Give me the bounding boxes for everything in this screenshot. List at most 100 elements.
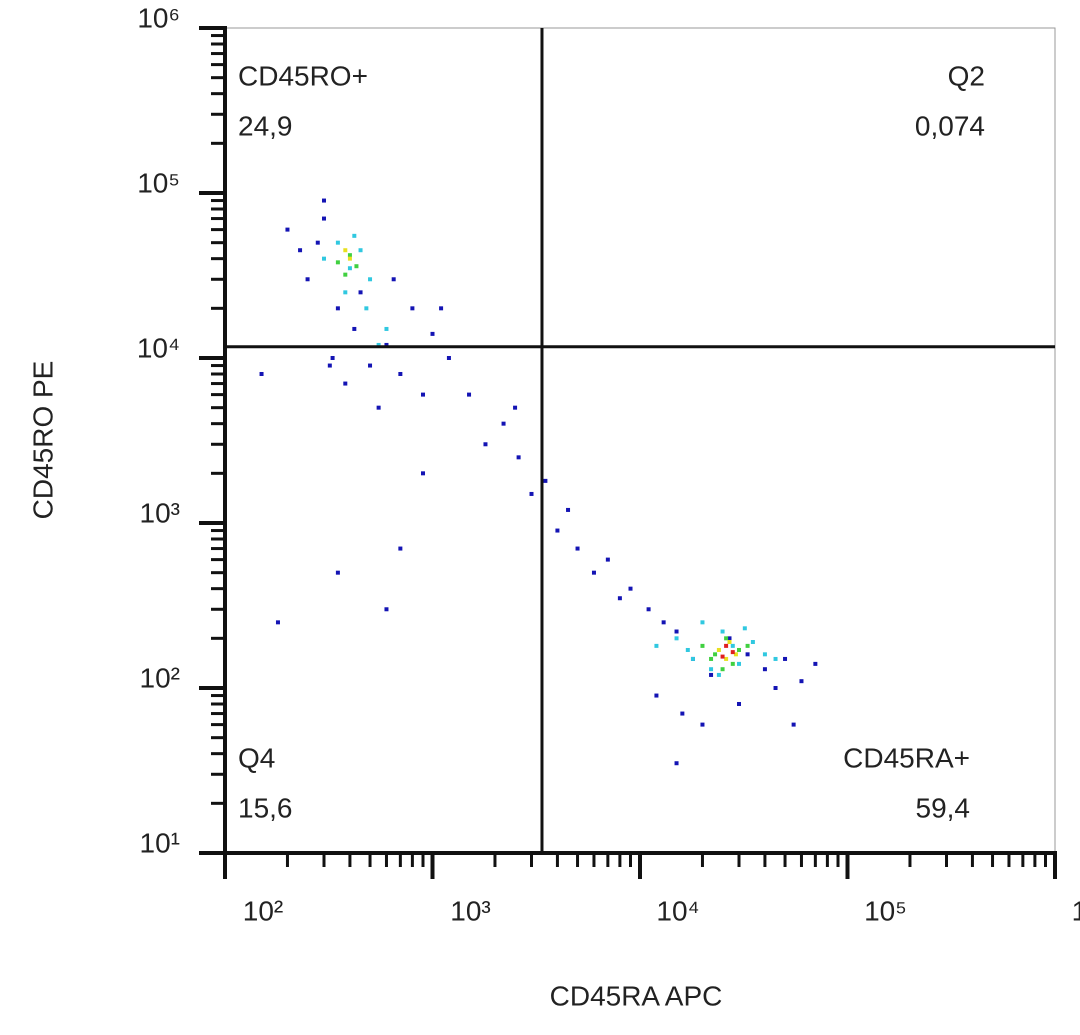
point (543, 478, 548, 483)
point (661, 620, 666, 625)
point (742, 626, 747, 631)
point (376, 405, 381, 410)
quadrant-percent: 59,4 (916, 792, 971, 823)
point (628, 586, 633, 591)
point (513, 405, 518, 410)
point (737, 701, 742, 706)
point (791, 722, 796, 727)
point (709, 672, 714, 677)
point (745, 643, 750, 648)
point (773, 686, 778, 690)
point (516, 455, 521, 460)
point (685, 647, 690, 652)
x-tick-label: 10⁵ (864, 895, 907, 926)
point (298, 248, 303, 253)
point (259, 371, 264, 376)
point (439, 306, 444, 311)
point (724, 636, 729, 641)
quadrant-percent: 24,9 (238, 110, 293, 141)
point (737, 661, 742, 666)
point (358, 248, 363, 253)
point (343, 248, 348, 253)
point (713, 652, 718, 657)
point (384, 326, 389, 331)
point (343, 272, 348, 277)
point (617, 596, 622, 601)
point (716, 647, 721, 652)
quadrant-label: CD45RO+ (238, 60, 368, 91)
point (501, 421, 506, 426)
point (347, 256, 352, 261)
point (315, 240, 320, 245)
point (285, 227, 290, 232)
quadrant-label: CD45RA+ (843, 742, 970, 773)
point (322, 256, 327, 261)
point (555, 528, 560, 533)
point (762, 652, 767, 657)
x-tick-label: 10² (243, 895, 283, 926)
point (384, 607, 389, 612)
quadrant-percent: 0,074 (915, 110, 985, 141)
point (716, 672, 721, 677)
point (720, 654, 725, 659)
point (690, 656, 695, 661)
point (720, 667, 725, 672)
point (709, 667, 714, 672)
point (720, 629, 725, 634)
point (410, 306, 415, 311)
point (364, 306, 369, 311)
point (398, 546, 403, 551)
point (730, 661, 735, 666)
y-tick-label: 10¹ (140, 827, 180, 858)
point (335, 260, 340, 265)
point (352, 326, 357, 331)
point (335, 570, 340, 575)
point (762, 667, 767, 672)
point (724, 643, 729, 648)
point (446, 356, 451, 360)
y-tick-label: 10² (140, 662, 180, 693)
point (376, 342, 381, 347)
point (733, 652, 738, 657)
point (605, 557, 610, 562)
quadrant-label: Q2 (948, 60, 985, 91)
point (783, 656, 788, 661)
point (483, 442, 488, 447)
point (674, 636, 679, 641)
point (654, 693, 659, 698)
point (305, 277, 310, 282)
point (654, 643, 659, 648)
y-tick-label: 10⁵ (137, 167, 180, 198)
point (358, 290, 363, 295)
y-axis-label: CD45RO PE (27, 361, 58, 520)
point (391, 277, 396, 282)
point (335, 240, 340, 245)
point (275, 620, 280, 625)
plot-frame (224, 27, 1056, 854)
point (724, 656, 729, 661)
point (421, 471, 426, 476)
y-tick-label: 10⁴ (137, 332, 180, 363)
point (727, 636, 732, 641)
point (343, 290, 348, 295)
point (327, 363, 332, 368)
x-axis-label: CD45RA APC (550, 980, 723, 1011)
quadrant-label: Q4 (238, 742, 275, 773)
point (773, 656, 778, 661)
point (727, 640, 732, 645)
point (709, 656, 714, 661)
point (354, 264, 359, 269)
point (347, 253, 352, 258)
point (322, 216, 327, 221)
point (335, 306, 340, 311)
point (591, 570, 596, 575)
point (430, 331, 435, 336)
point (368, 277, 373, 282)
point (347, 266, 352, 271)
point (352, 233, 357, 238)
point (674, 761, 679, 766)
point (674, 629, 679, 634)
point (566, 507, 571, 512)
point (700, 643, 705, 648)
